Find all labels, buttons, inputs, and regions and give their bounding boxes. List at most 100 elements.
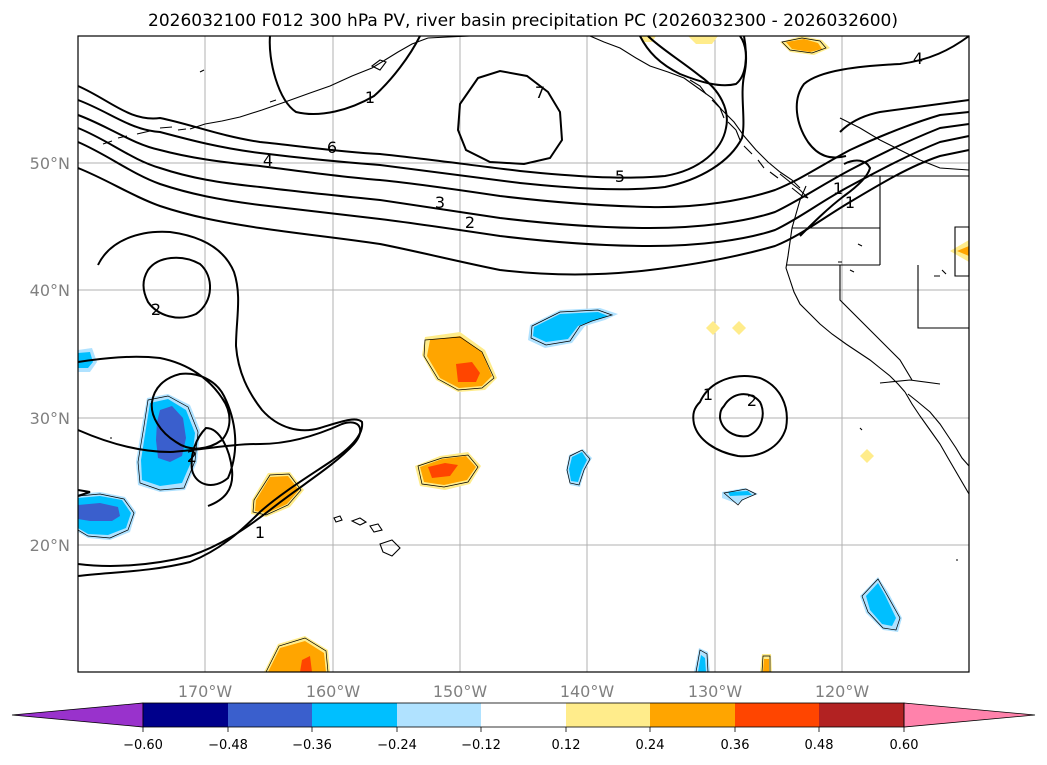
- border-bc-inland: [839, 117, 970, 171]
- outline-neg-d: [530, 309, 614, 346]
- colorbar-segment-8: [735, 703, 819, 727]
- contour-labels: 1 1 1 1 1 2 2 2 2 3 4 4 5 6 7: [151, 49, 923, 542]
- colorbar-label: 0.24: [636, 738, 665, 753]
- contour-label-1-c: 1: [703, 385, 713, 404]
- pv-contours: [77, 35, 970, 577]
- colorbar-label: −0.36: [292, 738, 332, 753]
- colorbar-tick-labels: −0.60 −0.48 −0.36 −0.24 −0.12 0.12 0.24 …: [123, 738, 918, 753]
- colorbar-frame: [142, 702, 905, 728]
- coast-kodiak: [370, 59, 387, 71]
- coast-hawaii-big: [379, 539, 401, 557]
- colorbar-segment-5: [481, 703, 566, 727]
- contour-pv-7: [456, 69, 564, 166]
- lat-tick-labels: 20°N 30°N 40°N 50°N: [30, 154, 70, 555]
- shade-neg-b-inner: [156, 406, 186, 462]
- contour-pv-1-se-alaska: [639, 35, 747, 87]
- colorbar-segment-2: [228, 703, 312, 727]
- border-ca-nv: [839, 265, 913, 381]
- precip-shading: [78, 36, 969, 672]
- outline-pos-c: [252, 473, 302, 516]
- contour-pv-1-east-ring: [692, 375, 788, 458]
- shade-neg-e-inner: [569, 452, 587, 482]
- contour-label-6: 6: [327, 138, 337, 157]
- coast-se-alaska-islands: [689, 79, 779, 179]
- outline-neg-h: [695, 649, 709, 673]
- contour-pv-2-west-inner: [142, 256, 212, 319]
- map-panel: 1 1 1 1 1 2 2 2 2 3 4 4 5 6 7: [77, 35, 970, 673]
- contour-pv-1-north: [77, 149, 970, 276]
- shade-pos-c-mid: [255, 476, 299, 513]
- lat-label-20n: 20°N: [30, 536, 70, 555]
- shade-pos-d-inner: [300, 656, 312, 672]
- shade-pos-a-inner: [456, 362, 480, 382]
- colorbar-segment-9: [819, 703, 904, 727]
- contour-label-4-a: 4: [263, 151, 273, 170]
- border-nv-az: [917, 265, 969, 329]
- contour-pv-6-closure: [268, 35, 421, 115]
- colorbar-segment-1: [143, 703, 228, 727]
- outline-neg-e: [566, 449, 591, 486]
- outline-pos-a: [423, 336, 495, 391]
- lon-label-150w: 150°W: [433, 682, 488, 701]
- coast-bc-islands: [779, 173, 809, 199]
- outline-neg-c: [77, 493, 135, 539]
- contour-pv-1-coast: [799, 159, 872, 237]
- map-frame: [77, 35, 970, 673]
- coast-baja-west: [904, 391, 970, 495]
- contour-pv-4-ne: [795, 35, 970, 159]
- outline-pos-b: [417, 454, 479, 488]
- contour-pv-2-east-ring: [718, 393, 764, 438]
- contour-label-2-d: 2: [747, 391, 757, 410]
- coast-alaska-peninsula: [189, 37, 429, 130]
- shade-pos-f-inner: [786, 39, 822, 52]
- contour-pv-2: [77, 135, 970, 248]
- colorbar-segment-7: [650, 703, 735, 727]
- border-us-mexico: [879, 379, 941, 385]
- contour-pv-2-west-big: [77, 230, 364, 577]
- contour-pv-ne-border: [839, 99, 970, 133]
- lon-tick-labels: 170°W 160°W 150°W 140°W 130°W 120°W: [178, 682, 870, 701]
- shade-neg-f-inner: [728, 491, 752, 496]
- precip-outlines: [77, 37, 901, 673]
- lat-label-50n: 50°N: [30, 154, 70, 173]
- contour-label-1-d: 1: [833, 179, 843, 198]
- shade-pos-j: [706, 321, 720, 335]
- contour-label-2-b: 2: [187, 447, 197, 466]
- contour-pv-5: [77, 35, 748, 191]
- contour-label-2-a: 2: [151, 300, 161, 319]
- shade-neg-h-inner: [698, 655, 706, 672]
- outline-pos-f: [781, 37, 827, 54]
- contour-label-5: 5: [615, 167, 625, 186]
- contour-pv-4: [77, 111, 970, 209]
- contour-pv-3: [77, 123, 970, 230]
- outline-pos-d: [265, 637, 329, 673]
- colorbar-label: −0.60: [123, 738, 163, 753]
- map-background: [78, 36, 969, 672]
- contour-label-1-e: 1: [845, 193, 855, 212]
- contour-pv-2-west-outer: [77, 355, 237, 507]
- shade-pos-g: [688, 36, 718, 44]
- coast-small-islands: [110, 69, 958, 561]
- contour-label-1-b: 1: [255, 523, 265, 542]
- colorbar: −0.60 −0.48 −0.36 −0.24 −0.12 0.12 0.24 …: [11, 702, 1036, 753]
- lon-label-120w: 120°W: [815, 682, 870, 701]
- lon-label-130w: 130°W: [688, 682, 743, 701]
- colorbar-ticks: [142, 727, 905, 732]
- contour-label-1-a: 1: [365, 88, 375, 107]
- lat-label-30n: 30°N: [30, 409, 70, 428]
- colorbar-extend-max: [903, 702, 1036, 728]
- lon-label-140w: 140°W: [560, 682, 615, 701]
- contour-pv-6: [77, 35, 728, 179]
- colorbar-label: 0.36: [721, 738, 750, 753]
- coast-hawaii-kauai: [333, 515, 343, 523]
- contour-pv-1-west: [77, 421, 362, 567]
- colorbar-label: −0.24: [377, 738, 417, 753]
- lon-label-160w: 160°W: [306, 682, 361, 701]
- contour-label-3: 3: [435, 193, 445, 212]
- lon-label-170w: 170°W: [178, 682, 233, 701]
- shade-neg-g-inner: [866, 583, 896, 626]
- coast-baja-east: [907, 393, 970, 467]
- contour-label-4-b: 4: [913, 49, 923, 68]
- shade-pos-i-inner: [957, 246, 969, 256]
